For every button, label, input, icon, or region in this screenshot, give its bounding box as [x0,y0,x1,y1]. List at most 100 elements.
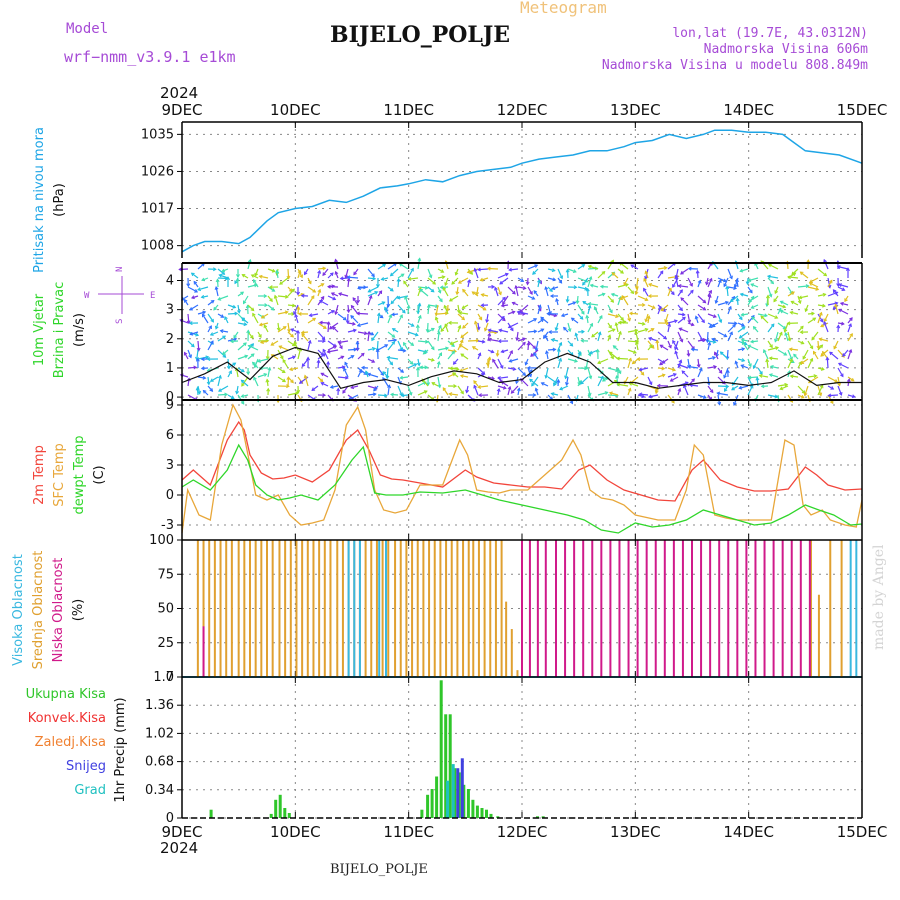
wind-arrow [590,284,599,288]
wind-arrow [337,366,345,369]
wind-arrow [457,304,460,313]
wind-arrow [780,310,789,315]
wind-arrow-head [502,296,506,301]
wind-arrow-head [322,325,327,329]
wind-arrow-head [451,281,456,285]
precip-bar-0-9 [435,776,439,818]
wind-arrow-head [840,373,844,378]
wind-arrow-head [800,360,805,365]
wind-arrow-head [458,311,463,315]
wind-arrow [294,314,299,324]
wind-arrow [829,351,839,360]
wind-arrow-head [366,330,371,335]
wind-arrow-head [193,365,198,370]
wind-arrow-head [690,322,695,327]
wind-arrow [390,393,399,396]
wind-arrow-head [667,322,672,327]
wind-arrow [727,324,736,333]
wind-arrow [587,305,591,315]
wind-arrow [196,349,199,360]
cloud-ylabel-2: Niska Oblacnost [51,558,66,663]
wind-arrow [344,362,349,369]
wind-arrow [497,273,509,279]
wind-arrow [630,264,639,270]
wind-arrow [657,306,662,315]
wind-arrow [609,392,619,396]
wind-arrow-head [717,279,722,284]
wind-arrow-head [689,282,693,287]
wind-arrow-head [322,266,327,271]
wind-arrow-head [660,307,665,312]
wind-legend-w: W [84,291,90,301]
wind-arrow-head [524,361,529,366]
wind-arrow [227,312,238,315]
temp-line-0 [181,420,863,502]
wind-arrow [809,277,819,283]
wind-arrow [287,340,296,347]
wind-arrow [707,313,717,318]
ytick-label-pressure-1: 1017 [141,202,174,217]
wind-arrow-head [601,270,606,275]
wind-arrow-head [799,271,804,276]
wind-arrow [257,358,269,363]
wind-arrow-head [367,288,372,293]
ytick-label-clouds-1: 25 [157,636,174,651]
wind-arrow [387,358,393,366]
wind-arrow-head [415,324,420,329]
wind-arrow-head [628,357,633,362]
wind-arrow [752,358,759,369]
wind-arrow-head [437,384,442,389]
model-label: Model [66,21,109,37]
wind-arrow-head [221,351,226,356]
wind-arrow [477,304,487,311]
wind-arrow [350,315,359,324]
wind-arrow-head [595,348,600,353]
wind-arrow-head [656,383,661,388]
wind-arrow [437,361,440,369]
wind-arrow [647,340,655,349]
wind-arrow [553,376,559,386]
wind-arrow [307,277,312,284]
wind-arrow [607,295,614,303]
wind-arrow-head [457,324,462,329]
wind-arrow-head [404,295,408,300]
wind-arrow-head [502,301,506,305]
wind-arrow-head [668,344,672,349]
wind-arrow-head [709,389,714,394]
bottom-year-label: 2024 [160,839,198,857]
wind-arrow-head [507,385,512,390]
wind-arrow [267,304,275,311]
wind-arrow-head [838,392,843,396]
wind-arrow-head [738,316,743,321]
wind-arrow-head [740,338,745,343]
wind-arrow-head [278,345,283,350]
wind-arrow-head [454,271,459,276]
wind-arrow-head [390,392,394,397]
wind-arrow [748,376,759,379]
wind-arrow-head [845,267,850,271]
wind-arrow-head [618,296,623,301]
wind-arrow-head [287,328,291,333]
wind-arrow-head [587,264,592,269]
wind-arrow [769,373,779,378]
wind-arrow [451,277,459,285]
wind-arrow-head [448,392,453,397]
precip-bar-1-1 [460,758,464,818]
wind-arrow-head [416,362,421,367]
wind-arrow-head [725,369,730,374]
wind-arrow [547,304,552,315]
precip-bar-0-18 [475,805,479,818]
wind-arrow-head [677,363,682,368]
wind-arrow [187,349,192,358]
wind-arrow [508,322,519,329]
wind-arrow [807,286,819,291]
wind-arrow [407,358,414,365]
wind-arrow-head [251,361,256,366]
wind-arrow-head [745,281,750,286]
wind-arrow [368,286,379,293]
wind-arrow-head [734,360,739,365]
wind-arrow [645,271,649,279]
wind-arrow-head [219,329,224,334]
wind-arrow [544,335,549,342]
wind-arrow [807,375,817,378]
